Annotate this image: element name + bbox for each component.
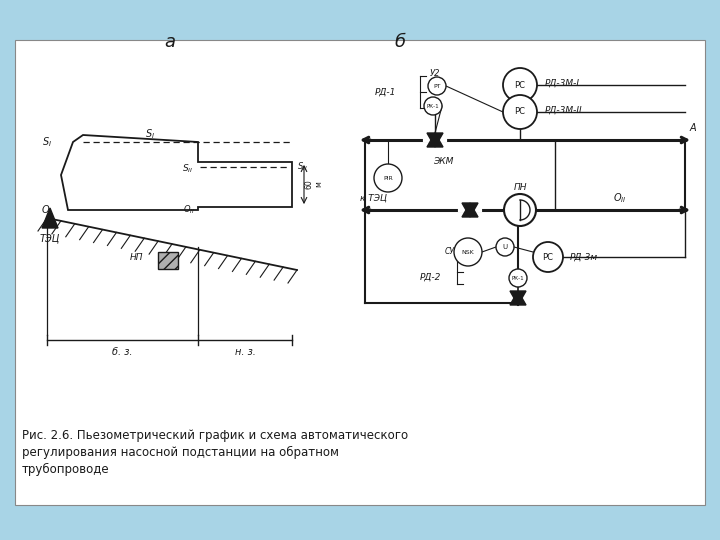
- Circle shape: [503, 68, 537, 102]
- Circle shape: [533, 242, 563, 272]
- Text: А: А: [690, 123, 697, 133]
- Text: $S_{II}$: $S_{II}$: [297, 161, 307, 173]
- Polygon shape: [61, 135, 292, 210]
- Polygon shape: [510, 291, 526, 305]
- Text: 60
м: 60 м: [305, 180, 324, 190]
- Circle shape: [496, 238, 514, 256]
- Polygon shape: [462, 203, 478, 217]
- Circle shape: [428, 77, 446, 95]
- Text: РС: РС: [542, 253, 554, 261]
- Text: а: а: [164, 33, 176, 51]
- Circle shape: [504, 194, 536, 226]
- Circle shape: [503, 95, 537, 129]
- Polygon shape: [510, 291, 526, 305]
- Text: ЭКМ: ЭКМ: [433, 158, 453, 166]
- Text: РД-3м: РД-3м: [570, 253, 598, 261]
- Text: ТЭЦ: ТЭЦ: [40, 233, 60, 243]
- Circle shape: [509, 269, 527, 287]
- Text: РД-3М-I: РД-3М-I: [545, 78, 580, 87]
- Polygon shape: [427, 133, 443, 147]
- Text: У2: У2: [430, 70, 440, 78]
- Circle shape: [374, 164, 402, 192]
- Bar: [158, 252, 178, 268]
- Text: РТ: РТ: [433, 84, 441, 89]
- Text: РД-1: РД-1: [374, 87, 396, 97]
- Text: NSK: NSK: [462, 249, 474, 254]
- Text: $O_{II}$: $O_{II}$: [183, 204, 195, 216]
- Text: РК-1: РК-1: [512, 275, 524, 280]
- Polygon shape: [462, 203, 478, 217]
- Text: $S_{II}$: $S_{II}$: [181, 163, 193, 176]
- Text: НП: НП: [130, 253, 143, 262]
- Text: РД-2: РД-2: [419, 273, 441, 281]
- Text: ПН: ПН: [513, 184, 527, 192]
- Text: $S_I$: $S_I$: [145, 127, 155, 141]
- Text: $O_I$: $O_I$: [40, 203, 52, 217]
- Text: РД-3М-II: РД-3М-II: [545, 105, 582, 114]
- Text: трубопроводе: трубопроводе: [22, 462, 109, 476]
- Text: регулирования насосной подстанции на обратном: регулирования насосной подстанции на обр…: [22, 446, 339, 458]
- Circle shape: [424, 97, 442, 115]
- Polygon shape: [427, 133, 443, 147]
- Polygon shape: [42, 208, 58, 228]
- Text: РС: РС: [515, 80, 526, 90]
- Text: б: б: [395, 33, 405, 51]
- Circle shape: [454, 238, 482, 266]
- Bar: [15, 40, 705, 505]
- Text: РС: РС: [515, 107, 526, 117]
- Text: $O_{II}$: $O_{II}$: [613, 191, 626, 205]
- Text: СУ: СУ: [445, 247, 455, 256]
- Text: н. з.: н. з.: [235, 347, 256, 357]
- Text: РК-1: РК-1: [427, 104, 439, 109]
- Text: U: U: [503, 244, 508, 250]
- Text: Рис. 2.6. Пьезометрический график и схема автоматического: Рис. 2.6. Пьезометрический график и схем…: [22, 429, 408, 442]
- Text: $S_I$: $S_I$: [42, 135, 52, 149]
- Text: к ТЭЦ: к ТЭЦ: [360, 193, 387, 202]
- Text: PIR: PIR: [383, 176, 393, 180]
- Text: б. з.: б. з.: [112, 347, 132, 357]
